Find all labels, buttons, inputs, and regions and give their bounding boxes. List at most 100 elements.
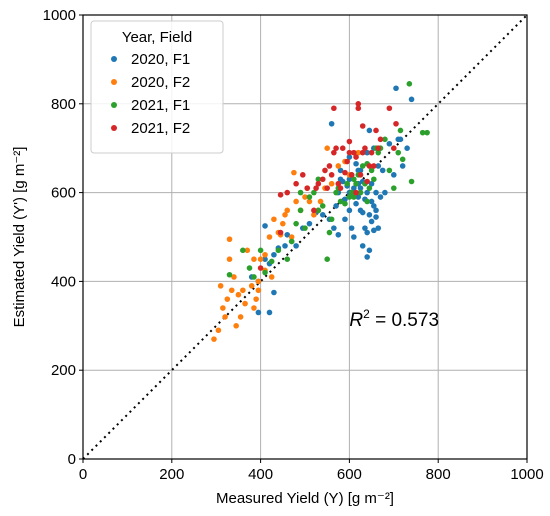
r-squared-value: = 0.573: [370, 310, 439, 331]
data-point: [382, 136, 388, 143]
data-point: [297, 189, 304, 196]
data-point: [242, 300, 248, 307]
data-point: [228, 287, 235, 294]
data-point: [226, 271, 233, 278]
data-point: [311, 212, 317, 218]
data-point: [339, 178, 346, 185]
data-point: [217, 283, 224, 289]
data-point: [328, 180, 335, 187]
y-tick-label: 1000: [43, 7, 76, 24]
data-point: [306, 198, 313, 205]
data-point: [348, 189, 355, 196]
data-point: [379, 167, 386, 174]
legend-label: 2020, F1: [131, 51, 190, 68]
legend-label: 2021, F1: [131, 97, 190, 114]
data-point: [319, 176, 326, 183]
plot-frame: [82, 14, 528, 460]
data-point: [355, 101, 362, 107]
data-point: [315, 207, 322, 214]
data-point: [346, 138, 353, 145]
data-point: [333, 203, 339, 209]
data-point: [391, 172, 397, 178]
data-point: [351, 185, 357, 191]
data-point: [391, 145, 397, 151]
data-point: [215, 327, 222, 334]
data-point: [344, 158, 350, 165]
data-point: [251, 305, 257, 311]
legend-box: [90, 20, 224, 154]
data-point: [271, 216, 277, 223]
data-point: [222, 314, 228, 320]
data-point: [224, 296, 231, 302]
data-point: [346, 149, 353, 156]
data-point: [408, 178, 415, 185]
data-point: [246, 265, 253, 271]
data-point: [324, 185, 331, 191]
data-point: [220, 305, 226, 311]
data-point: [268, 274, 275, 280]
x-axis-label: Measured Yield (Y) [g m⁻²]: [216, 490, 394, 507]
data-point: [293, 243, 299, 249]
data-point: [359, 209, 366, 216]
data-point: [277, 192, 284, 198]
legend-items: 2020, F1 2020, F2 2021, F1 2021, F2: [111, 51, 190, 137]
data-point: [373, 214, 379, 220]
data-point: [331, 149, 337, 156]
data-point: [344, 180, 350, 187]
data-point: [302, 194, 308, 200]
data-point: [351, 234, 357, 240]
data-point: [397, 136, 404, 143]
data-point: [302, 225, 308, 231]
data-point: [397, 127, 404, 134]
data-point: [399, 163, 406, 169]
data-point: [342, 169, 348, 176]
data-point: [373, 189, 379, 196]
data-point: [342, 200, 348, 207]
data-point: [293, 198, 299, 205]
data-point: [251, 274, 257, 280]
legend-title: Year, Field: [122, 29, 192, 46]
data-point: [359, 123, 366, 129]
data-point: [342, 196, 348, 203]
data-point: [393, 85, 399, 92]
data-point: [351, 176, 357, 183]
data-point: [277, 229, 284, 236]
data-point: [331, 105, 337, 112]
data-point: [353, 154, 359, 160]
data-point: [255, 278, 262, 285]
data-point: [331, 225, 337, 231]
data-point: [284, 231, 291, 238]
data-point: [353, 180, 359, 187]
legend-marker: [111, 56, 117, 62]
data-point: [386, 105, 393, 112]
legend-marker: [111, 79, 117, 85]
data-point: [355, 149, 362, 156]
data-point: [355, 194, 362, 200]
data-point: [366, 127, 373, 134]
data-point: [271, 251, 277, 258]
data-point: [342, 216, 348, 223]
y-tick-label: 0: [68, 451, 76, 468]
data-point: [368, 218, 375, 225]
data-point: [362, 225, 368, 231]
data-point: [337, 167, 344, 174]
r-squared-annotation: R2 = 0.573: [349, 307, 439, 331]
series-3: [257, 101, 399, 271]
data-point: [364, 149, 370, 156]
data-point: [317, 198, 324, 205]
data-point: [240, 247, 246, 254]
legend-label: 2020, F2: [131, 74, 190, 91]
data-point: [348, 225, 355, 231]
data-point: [399, 156, 406, 163]
data-point: [319, 203, 326, 209]
data-point: [282, 243, 288, 249]
data-point: [419, 129, 426, 136]
data-point: [226, 236, 233, 243]
data-point: [346, 154, 353, 160]
data-point: [319, 212, 326, 218]
data-point: [311, 189, 317, 196]
data-point: [337, 198, 344, 205]
series-2: [226, 81, 430, 280]
data-point: [368, 180, 375, 187]
